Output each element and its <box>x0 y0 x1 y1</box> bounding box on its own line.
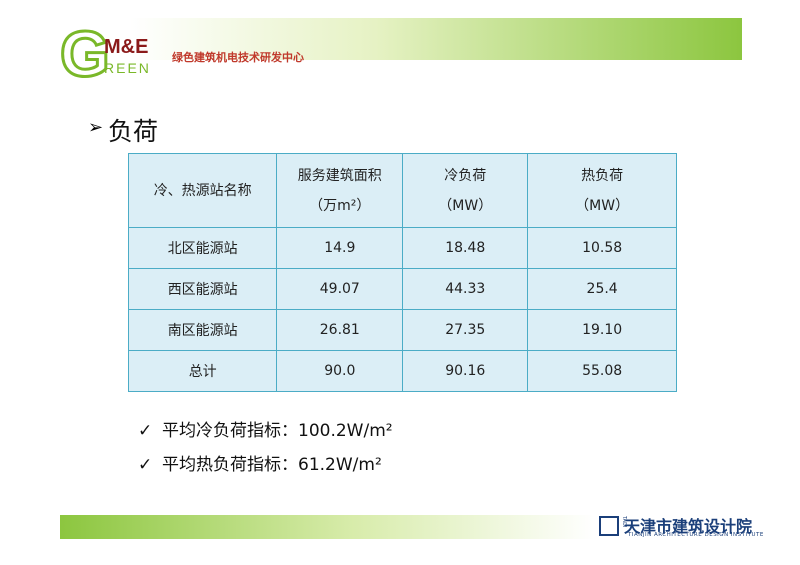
header-row: 冷、热源站名称 服务建筑面积 （万m²） 冷负荷 （MW） 热负荷 （MW） <box>127 153 677 228</box>
footer-name: 天津市建筑设计院 <box>624 517 753 536</box>
footer-badge: TADI <box>621 516 627 528</box>
table-cell: 90.16 <box>402 350 529 392</box>
bullet: ✓ 平均冷负荷指标：100.2W/m² <box>138 421 393 441</box>
footer-bar <box>60 515 595 539</box>
table-cell: 25.4 <box>527 268 677 310</box>
logo-text: REEN <box>104 60 151 76</box>
table-cell: 90.0 <box>276 350 404 392</box>
table-cell: 西区能源站 <box>127 268 278 310</box>
slide-title: 负荷 <box>108 117 159 146</box>
header-text: （万m²） <box>309 197 371 214</box>
title-bullet: ➢ <box>88 117 104 138</box>
table-cell: 南区能源站 <box>127 309 278 351</box>
bullet-text: 平均冷负荷指标：100.2W/m² <box>162 421 393 441</box>
header-text: （MW） <box>575 197 630 214</box>
header-text: 服务建筑面积 <box>297 167 382 184</box>
header-cell: 服务建筑面积 （万m²） <box>276 153 404 228</box>
header-cell: 热负荷 （MW） <box>527 153 677 228</box>
footer-name-en: TIANJIN ARCHITECTURE DESIGN INSTITUTE <box>628 532 764 538</box>
header-bar <box>130 18 742 60</box>
table-cell: 55.08 <box>527 350 677 392</box>
table-cell: 19.10 <box>527 309 677 351</box>
table-cell: 北区能源站 <box>127 227 278 269</box>
footer-icon <box>599 516 619 536</box>
table-cell: 26.81 <box>276 309 404 351</box>
header-text: 冷负荷 <box>444 167 487 184</box>
logo-text: M&E <box>104 36 149 58</box>
table-cell: 27.35 <box>402 309 529 351</box>
bullet: ✓ 平均热负荷指标：61.2W/m² <box>138 455 382 475</box>
table-row: 北区能源站 14.9 18.48 10.58 <box>127 227 677 269</box>
table-cell: 10.58 <box>527 227 677 269</box>
table-cell: 18.48 <box>402 227 529 269</box>
logo-letter: G <box>59 18 112 90</box>
header-cell: 冷、热源站名称 <box>127 153 278 228</box>
table-cell: 49.07 <box>276 268 404 310</box>
header-cell: 冷负荷 （MW） <box>402 153 529 228</box>
table-row: 南区能源站 26.81 27.35 19.10 <box>127 309 677 351</box>
table-cell: 14.9 <box>276 227 404 269</box>
table-row: 总计 90.0 90.16 55.08 <box>127 350 677 392</box>
load-table: 冷、热源站名称 服务建筑面积 （万m²） 冷负荷 （MW） 热负荷 （MW） 北区能源站 14.… <box>127 153 677 392</box>
header-text: 冷、热源站名称 <box>153 182 252 199</box>
table-cell: 44.33 <box>402 268 529 310</box>
table-row: 西区能源站 49.07 44.33 25.4 <box>127 268 677 310</box>
table-cell: 总计 <box>127 350 278 392</box>
bullet-text: 平均热负荷指标：61.2W/m² <box>162 455 382 475</box>
org-name: 绿色建筑机电技术研发中心 <box>172 51 304 64</box>
header-text: （MW） <box>438 197 493 214</box>
header-text: 热负荷 <box>581 167 624 184</box>
